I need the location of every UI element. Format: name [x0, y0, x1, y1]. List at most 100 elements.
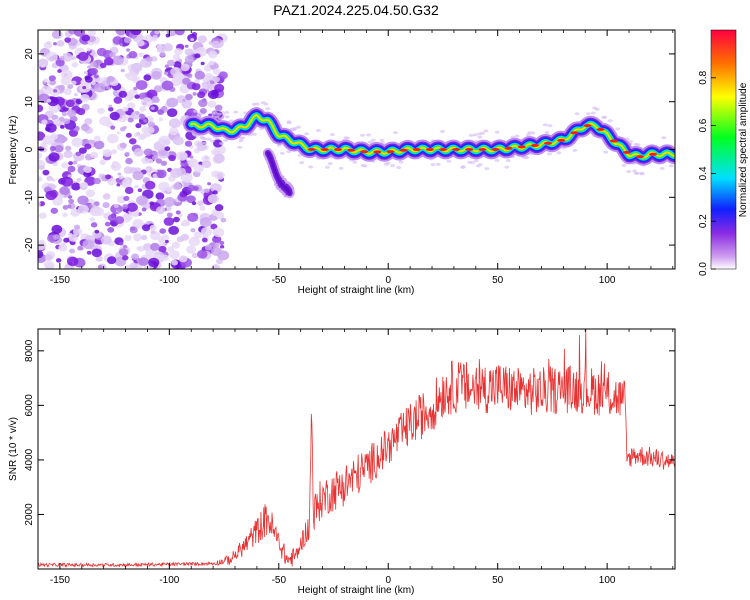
noise-blob: [149, 224, 157, 231]
ridge-halo: [524, 156, 530, 160]
snr-axes: -150 -100 -50 0 50 100 2000 4000 6000 8000: [24, 329, 675, 586]
noise-blob: [83, 70, 89, 75]
ridge-halo: [633, 171, 639, 175]
noise-blob: [182, 77, 191, 85]
noise-blob: [172, 136, 184, 146]
x-tick-label: 0: [385, 275, 391, 286]
ridge-halo: [594, 107, 600, 111]
noise-blob: [150, 229, 156, 235]
noise-blob: [110, 125, 116, 130]
noise-blob: [196, 249, 208, 259]
noise-blob: [92, 230, 102, 239]
ridge-halo: [632, 169, 638, 173]
noise-blob: [63, 237, 70, 243]
ridge-halo: [514, 134, 520, 138]
spectrogram-xlabel: Height of straight line (km): [298, 285, 415, 296]
noise-blob: [182, 98, 186, 102]
noise-blob: [122, 106, 129, 112]
noise-blob: [82, 86, 87, 90]
noise-blob: [199, 205, 206, 211]
noise-blob: [82, 239, 95, 250]
noise-blob: [57, 69, 62, 73]
noise-blob: [43, 78, 49, 83]
figure-title: PAZ1.2024.225.04.50.G32: [273, 2, 439, 18]
ridge-peak: [504, 146, 513, 150]
noise-blob: [67, 195, 73, 199]
noise-blob: [143, 74, 152, 81]
noise-blob: [61, 176, 74, 187]
noise-blob: [214, 204, 224, 212]
ridge-halo: [390, 164, 396, 168]
ridge-halo: [327, 162, 333, 166]
noise-blob: [59, 186, 70, 195]
ridge-peak: [438, 148, 447, 151]
noise-blob: [121, 114, 127, 119]
noise-blob: [135, 80, 148, 90]
noise-blob: [163, 71, 169, 76]
ridge-halo: [547, 124, 553, 128]
ridge-halo: [392, 131, 398, 135]
noise-blob: [201, 160, 212, 169]
noise-blob: [74, 93, 78, 97]
noise-blob: [75, 151, 82, 157]
ridge-peak: [478, 148, 487, 151]
noise-blob: [126, 102, 136, 110]
ridge-peak: [517, 145, 526, 149]
noise-blob: [70, 208, 81, 217]
ridge-peak: [635, 155, 644, 159]
ridge-halo: [590, 111, 596, 115]
ridge-halo: [286, 150, 292, 154]
noise-blob: [184, 178, 190, 183]
noise-blob: [117, 172, 122, 176]
snr-xlabel: Height of straight line (km): [298, 585, 415, 596]
noise-blob: [89, 67, 99, 76]
noise-blob: [211, 264, 221, 269]
ridge-halo: [238, 136, 244, 140]
noise-blob: [176, 236, 184, 243]
noise-blob: [46, 175, 53, 182]
noise-blob: [90, 151, 99, 159]
noise-blob: [132, 212, 139, 218]
noise-blob: [151, 37, 157, 42]
noise-blob: [123, 166, 133, 174]
x-tick-label: 100: [599, 275, 616, 286]
noise-blob: [52, 162, 58, 167]
noise-blob: [107, 133, 119, 144]
ridge-halo: [265, 107, 271, 111]
noise-blob: [174, 30, 185, 36]
noise-blob: [157, 237, 164, 243]
noise-blob: [46, 98, 52, 103]
noise-blob: [43, 41, 53, 49]
noise-blob: [157, 109, 165, 115]
ridge-halo: [366, 133, 372, 137]
noise-blob: [38, 104, 44, 113]
x-tick-label: -100: [159, 275, 179, 286]
noise-blob: [201, 80, 213, 90]
noise-blob: [42, 169, 50, 176]
noise-blob: [45, 190, 57, 201]
ridge-halo: [237, 145, 243, 149]
noise-blob: [89, 217, 96, 222]
ridge-halo: [574, 112, 580, 116]
noise-blob: [109, 111, 120, 121]
noise-blob: [149, 201, 155, 206]
ridge-peak: [360, 150, 369, 154]
ridge-halo: [296, 125, 302, 129]
y-tick-label: 0: [24, 146, 35, 152]
noise-blob: [58, 116, 65, 122]
ridge-halo: [329, 133, 335, 137]
ridge-halo: [479, 131, 485, 135]
noise-blob: [67, 165, 76, 173]
noise-blob: [93, 177, 101, 185]
noise-blob: [53, 118, 61, 125]
noise-blob: [65, 99, 75, 108]
noise-blob: [102, 193, 111, 200]
ridge-halo: [435, 162, 441, 166]
noise-blob: [134, 94, 140, 99]
noise-blob: [141, 224, 151, 232]
noise-blob: [55, 58, 65, 67]
noise-blob: [124, 186, 134, 195]
noise-blob: [84, 118, 93, 125]
noise-blob: [138, 113, 145, 119]
